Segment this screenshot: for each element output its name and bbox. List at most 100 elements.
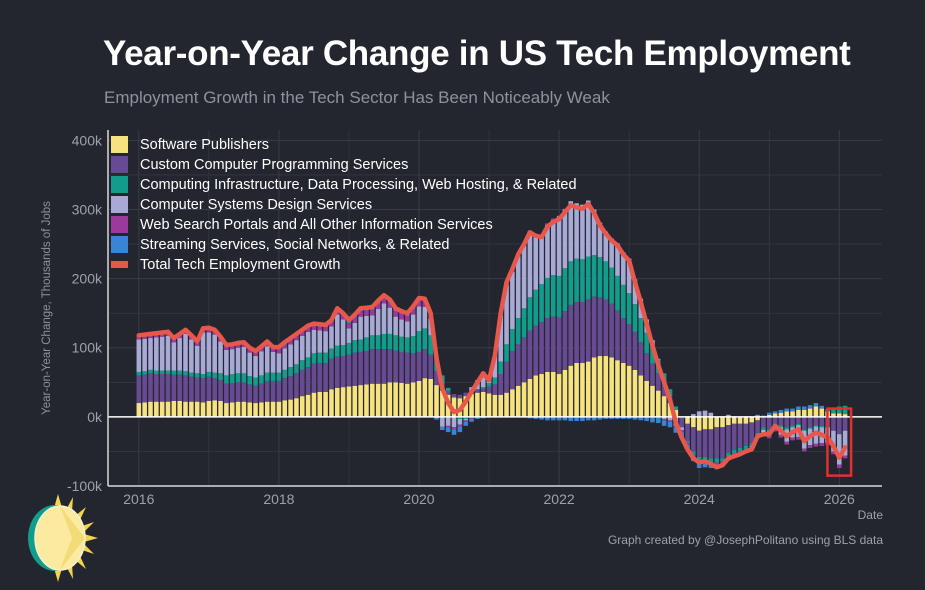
bar-segment-5 <box>445 425 451 428</box>
bar-segment-4 <box>340 319 346 345</box>
bar-segment-4 <box>831 430 836 452</box>
bar-segment-5 <box>796 436 801 440</box>
bar-segment-1 <box>375 383 381 417</box>
bar-segment-1 <box>545 371 550 417</box>
bar-segment-6 <box>801 406 807 410</box>
bar-segment-6 <box>568 416 574 422</box>
y-axis-label: Year-on-Year Change, Thousands of Jobs <box>41 201 53 415</box>
bar-segment-6 <box>784 408 790 412</box>
bar-segment-4 <box>364 315 369 338</box>
bar-segment-5 <box>247 348 253 353</box>
bar-segment-4 <box>183 333 188 372</box>
bar-segment-3 <box>457 416 463 419</box>
bar-segment-4 <box>358 316 363 340</box>
legend-swatch-3 <box>111 176 128 193</box>
bar-segment-2 <box>778 416 784 426</box>
bar-segment-3 <box>229 374 235 384</box>
bar-segment-2 <box>405 352 410 384</box>
bar-segment-1 <box>253 403 258 417</box>
bar-segment-3 <box>521 308 527 338</box>
bar-segment-4 <box>352 322 358 341</box>
bar-segment-3 <box>142 371 147 375</box>
bar-segment-1 <box>434 385 439 417</box>
bar-segment-1 <box>749 416 754 423</box>
bar-segment-2 <box>510 351 515 390</box>
bar-segment-4 <box>550 219 556 276</box>
bar-segment-5 <box>772 428 778 432</box>
bar-segment-1 <box>317 391 323 417</box>
bar-segment-4 <box>708 412 714 417</box>
bar-segment-2 <box>819 416 825 426</box>
bar-segment-3 <box>638 318 644 343</box>
bar-segment-1 <box>790 411 795 417</box>
bar-segment-6 <box>813 403 819 407</box>
bar-segment-1 <box>504 392 509 417</box>
bar-segment-4 <box>329 326 334 349</box>
bar-segment-4 <box>504 284 509 345</box>
bar-segment-6 <box>597 416 603 420</box>
bar-segment-5 <box>294 335 299 341</box>
bar-segment-5 <box>387 302 393 308</box>
bar-segment-1 <box>737 416 743 424</box>
bar-segment-3 <box>335 345 340 357</box>
bar-segment-5 <box>323 327 328 332</box>
bar-segment-4 <box>615 243 620 276</box>
bar-segment-6 <box>632 416 638 420</box>
bar-segment-6 <box>708 465 714 469</box>
bar-segment-4 <box>259 351 264 376</box>
bar-segment-3 <box>778 425 784 428</box>
bar-segment-1 <box>813 406 819 417</box>
bar-segment-4 <box>194 345 200 374</box>
bar-segment-5 <box>550 218 556 220</box>
bar-segment-3 <box>714 458 719 463</box>
bar-segment-1 <box>772 413 778 417</box>
bar-segment-1 <box>259 402 264 417</box>
bar-segment-3 <box>416 331 422 352</box>
bar-segment-4 <box>463 418 468 421</box>
bar-segment-2 <box>463 392 468 397</box>
bar-segment-4 <box>545 224 550 278</box>
bar-segment-1 <box>527 378 533 417</box>
bar-segment-2 <box>621 318 626 363</box>
bar-segment-5 <box>311 325 317 330</box>
bar-segment-1 <box>463 396 468 417</box>
bar-segment-2 <box>836 416 842 435</box>
bar-segment-1 <box>247 402 253 417</box>
bar-segment-2 <box>375 349 381 384</box>
bar-segment-6 <box>550 416 556 421</box>
bar-segment-4 <box>510 271 515 330</box>
bar-segment-3 <box>574 258 579 303</box>
bar-segment-1 <box>778 412 784 417</box>
bar-segment-1 <box>189 401 194 417</box>
bar-segment-2 <box>720 427 725 459</box>
bar-segment-3 <box>148 369 153 374</box>
bar-segment-6 <box>539 416 544 420</box>
bar-segment-4 <box>276 353 282 373</box>
bar-segment-2 <box>638 342 644 376</box>
bar-segment-3 <box>288 367 293 377</box>
bar-segment-3 <box>282 369 288 379</box>
bar-segment-4 <box>288 344 293 368</box>
bar-segment-3 <box>259 375 264 384</box>
bar-segment-1 <box>521 382 527 417</box>
bar-segment-5 <box>807 445 813 448</box>
bar-segment-4 <box>416 306 422 332</box>
y-tick-label: 100k <box>72 340 103 356</box>
bar-segment-5 <box>463 420 468 422</box>
bar-segment-1 <box>428 378 433 417</box>
bar-segment-4 <box>632 279 638 305</box>
bar-segment-4 <box>294 340 299 365</box>
bar-segment-4 <box>335 314 340 346</box>
x-tick-label: 2022 <box>544 491 575 507</box>
bar-segment-1 <box>154 401 159 417</box>
bar-segment-2 <box>615 310 620 361</box>
bar-segment-4 <box>375 309 381 336</box>
bar-segment-1 <box>177 400 182 417</box>
bar-segment-6 <box>609 416 614 419</box>
bar-segment-6 <box>545 416 550 421</box>
bar-segment-3 <box>819 425 825 428</box>
bar-segment-3 <box>299 360 305 370</box>
bar-segment-4 <box>603 231 609 262</box>
bar-segment-5 <box>206 328 212 333</box>
legend-label: Custom Computer Programming Services <box>140 157 408 173</box>
